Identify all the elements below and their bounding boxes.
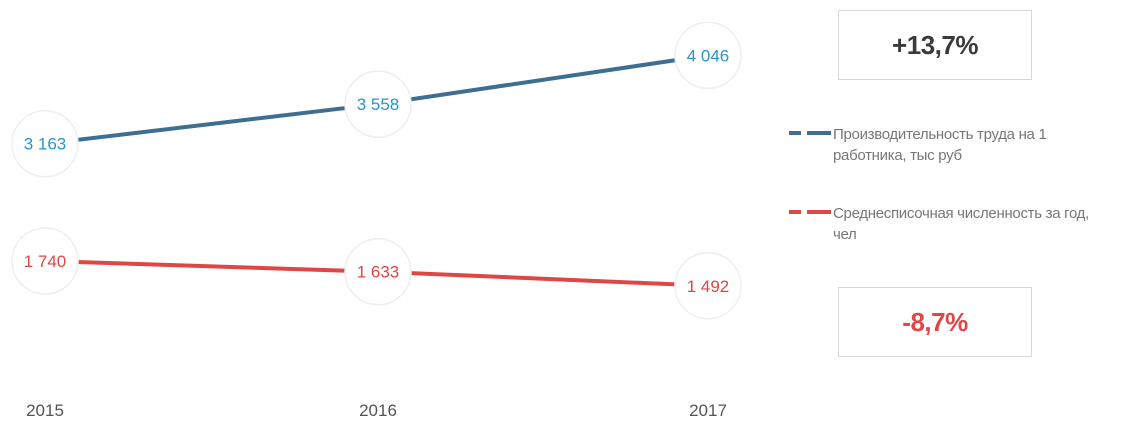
data-point-bubble bbox=[11, 109, 79, 178]
data-label-productivity: 3 163 bbox=[24, 135, 67, 154]
data-label-headcount: 1 633 bbox=[357, 263, 400, 282]
data-label-productivity: 3 558 bbox=[357, 95, 400, 114]
data-label-productivity: 4 046 bbox=[687, 46, 730, 65]
series-productivity: 3 163 3 558 4 046 bbox=[11, 21, 742, 178]
line-segment-productivity bbox=[376, 53, 710, 107]
x-tick-label: 2015 bbox=[26, 401, 64, 420]
data-label-headcount: 1 740 bbox=[24, 252, 67, 271]
line-segment-productivity bbox=[43, 102, 380, 146]
data-point-bubble bbox=[674, 21, 742, 90]
x-axis: 2015 2016 2017 bbox=[26, 401, 727, 420]
x-tick-label: 2016 bbox=[359, 401, 397, 420]
series-layer: 3 163 3 558 4 046 1 740 1 633 1 492 bbox=[11, 21, 742, 320]
legend-swatch-headcount bbox=[789, 210, 831, 214]
legend-item-headcount: Среднесписочная численность за год, чел bbox=[787, 203, 1127, 245]
productivity-change-badge: +13,7% bbox=[838, 10, 1032, 80]
legend-label-headcount: Среднесписочная численность за год, чел bbox=[833, 205, 1089, 243]
headcount-change-badge: -8,7% bbox=[838, 287, 1032, 357]
data-label-headcount: 1 492 bbox=[687, 277, 730, 296]
headcount-change-value: -8,7% bbox=[902, 306, 968, 337]
data-point-bubble bbox=[11, 227, 79, 295]
data-point-bubble bbox=[344, 237, 412, 306]
legend-item-productivity: Производительность труда на 1 работника,… bbox=[787, 124, 1127, 166]
data-point-bubble bbox=[674, 252, 742, 320]
data-point-bubble bbox=[344, 70, 412, 138]
x-tick-label: 2017 bbox=[689, 401, 727, 420]
productivity-change-value: +13,7% bbox=[892, 29, 978, 60]
legend-label-productivity: Производительность труда на 1 работника,… bbox=[833, 126, 1047, 164]
legend-swatch-productivity bbox=[789, 131, 831, 135]
line-segment-headcount bbox=[43, 259, 380, 274]
series-headcount: 1 740 1 633 1 492 bbox=[11, 227, 742, 320]
line-segment-headcount bbox=[376, 269, 710, 288]
